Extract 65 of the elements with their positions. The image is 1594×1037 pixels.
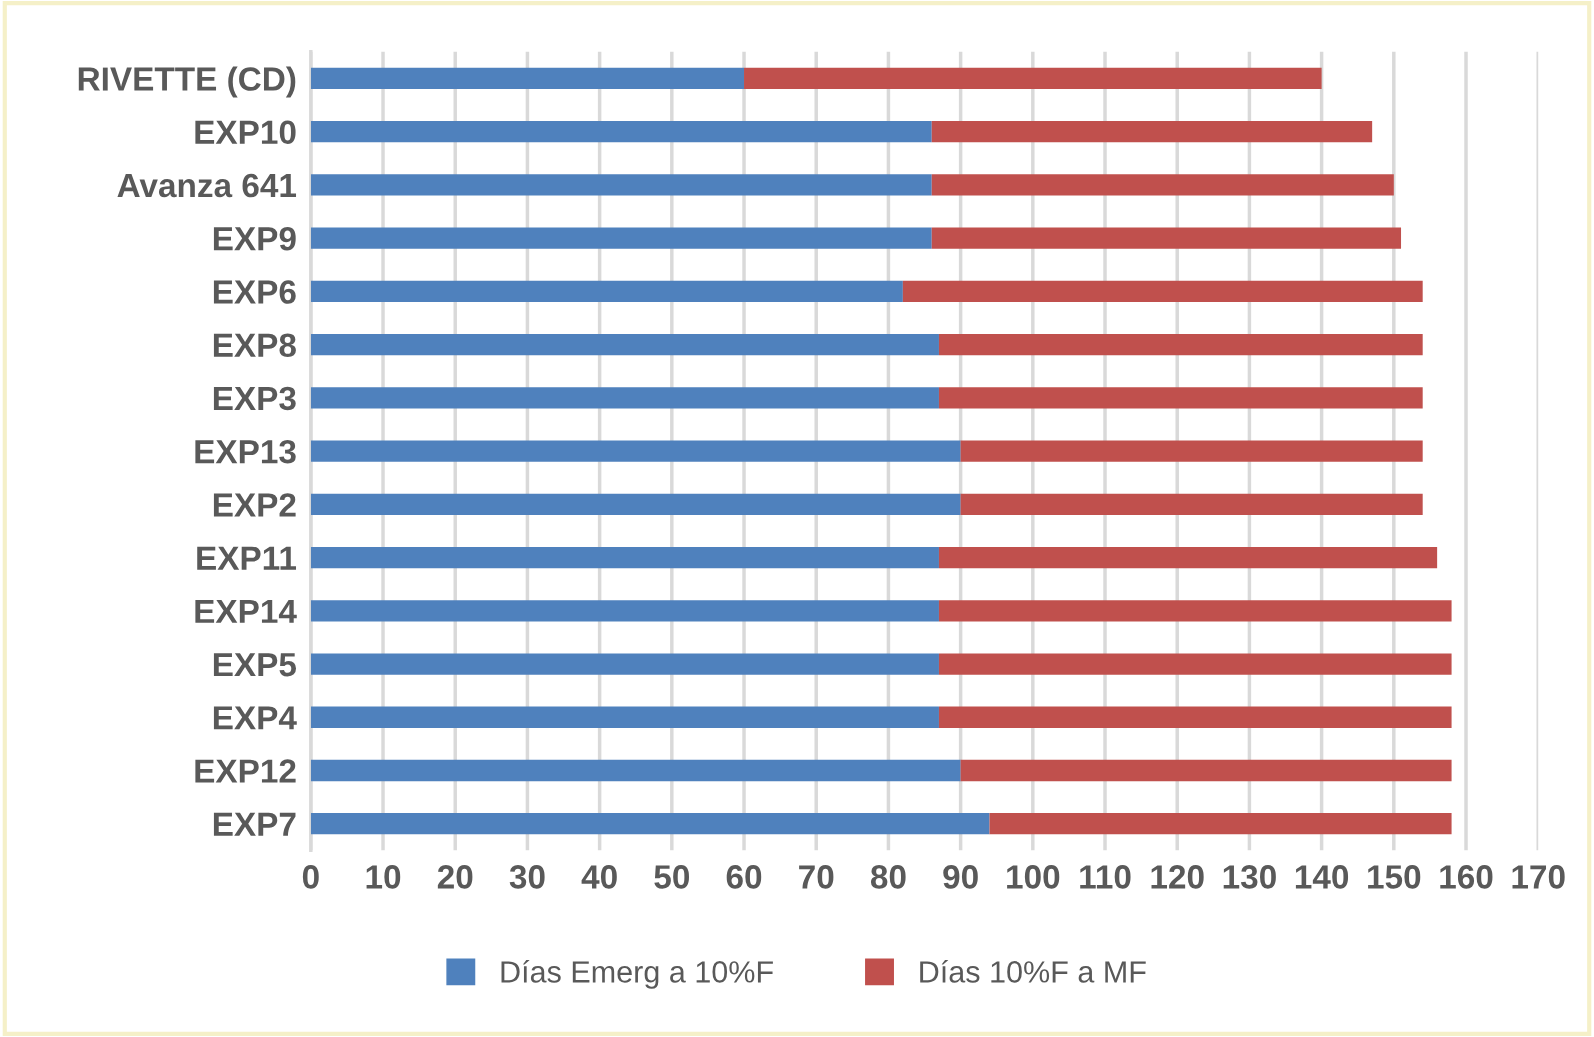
x-tick-label: 100 [1007,865,1060,889]
x-tick-label: 70 [799,865,834,889]
bar [310,121,932,143]
y-tick-label: EXP13 [195,439,296,464]
bar [310,227,932,249]
x-tick-label: 0 [302,865,319,889]
y-tick-label: EXP8 [213,333,296,358]
bar [744,67,1322,90]
y-tick-label: EXP11 [197,546,297,570]
bar [310,387,939,409]
bar [310,813,990,835]
y-tick-label: Avanza 641 [117,173,297,198]
legend-label: Días 10%F a MF [920,959,1146,983]
legend-label: Días Emerg a 10%F [501,959,773,989]
bar [310,280,903,303]
bar [310,653,939,675]
bar [310,706,939,728]
x-tick-label: 130 [1223,865,1276,889]
bar [989,813,1452,835]
x-tick-label: 110 [1080,865,1131,889]
y-tick-label: EXP3 [213,386,296,411]
bar [938,387,1423,409]
x-tick-label: 10 [366,865,401,889]
bar [938,600,1452,622]
bar [960,493,1423,515]
bar [310,67,745,90]
bar [310,333,939,356]
x-tick-label: 80 [870,865,906,889]
y-tick-label: RIVETTE (CD) [78,66,296,98]
bar [938,333,1423,356]
bar [960,759,1452,782]
x-tick-label: 30 [509,865,545,889]
y-tick-label: EXP10 [195,120,296,145]
bar [931,174,1394,196]
bar [938,653,1452,675]
x-tick-label: 20 [437,865,473,889]
y-tick-label: EXP14 [195,599,297,623]
bar [931,121,1373,143]
y-tick-label: EXP9 [213,226,296,251]
y-tick-label: EXP4 [213,706,297,730]
y-tick-label: EXP12 [195,759,296,783]
bar [310,174,932,196]
y-tick-label: EXP6 [213,280,296,304]
x-tick-label: 40 [581,865,617,889]
bar [931,227,1402,249]
bar [960,440,1423,462]
x-tick-label: 120 [1151,865,1204,889]
bar [938,706,1452,728]
bar [310,546,939,569]
x-tick-label: 60 [726,865,762,889]
x-tick-label: 90 [943,865,978,889]
bar [902,280,1423,303]
x-tick-label: 50 [654,865,689,889]
x-tick-label: 140 [1295,865,1349,889]
bar [310,600,939,622]
x-tick-label: 160 [1440,865,1493,889]
y-tick-label: EXP2 [213,493,296,517]
x-tick-label: 170 [1512,865,1565,889]
bar [310,759,961,782]
bar [310,440,961,462]
x-tick-label: 150 [1368,865,1421,889]
bar [310,493,961,515]
y-tick-label: EXP5 [213,653,297,677]
bar [938,546,1438,569]
y-tick-label: EXP7 [213,812,296,836]
